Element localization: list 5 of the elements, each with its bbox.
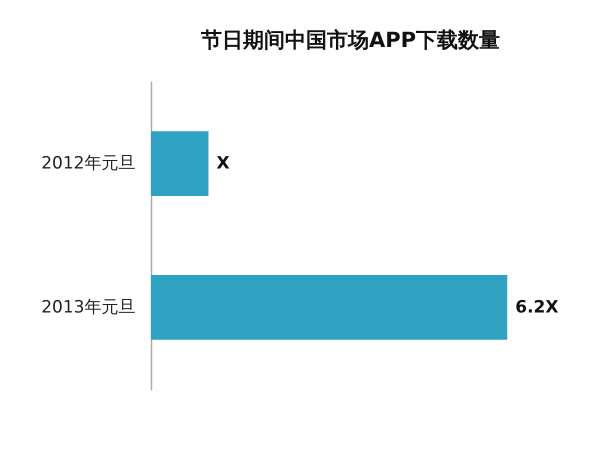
data-label: 6.2X xyxy=(515,297,558,318)
chart-title: 节日期间中国市场APP下载数量 xyxy=(200,28,500,52)
y-tick-label: 2013年元旦 xyxy=(41,297,136,318)
y-tick-label: 2012年元旦 xyxy=(41,154,136,174)
data-label: X xyxy=(216,154,230,174)
